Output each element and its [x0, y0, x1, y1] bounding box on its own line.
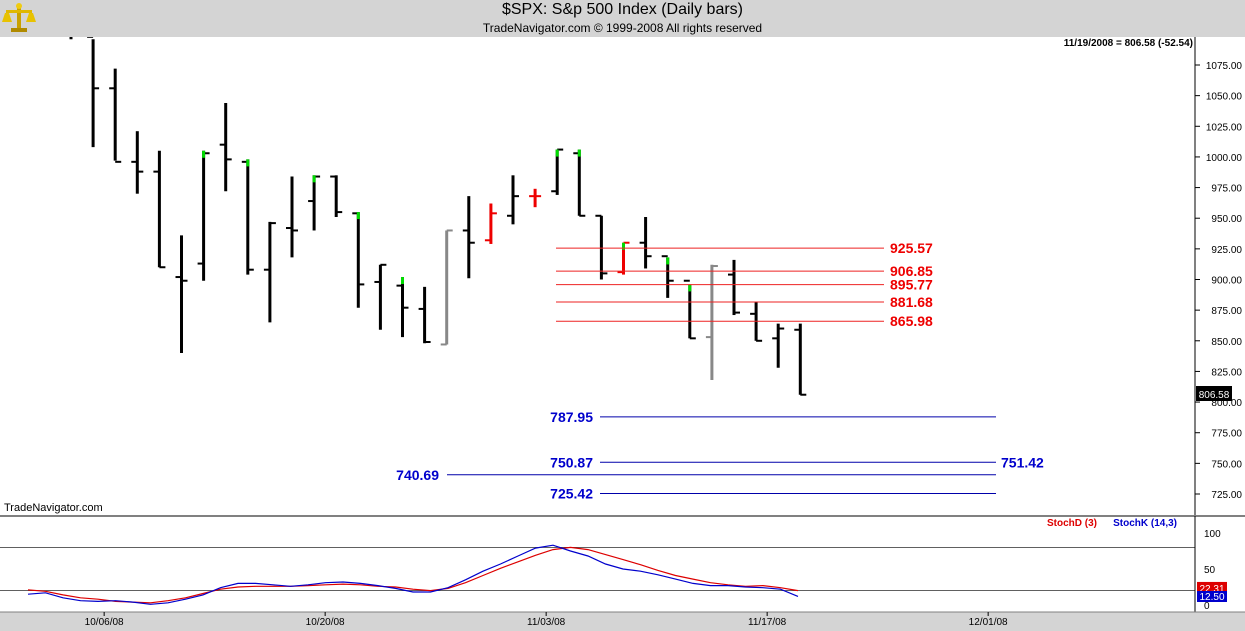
ohlc-bar	[440, 229, 453, 346]
ohlc-bar	[69, 37, 73, 40]
ohlc-bar	[529, 188, 542, 208]
y-tick-label: 1025.00	[1206, 122, 1243, 133]
chart-header: $SPX: S&p 500 Index (Daily bars) TradeNa…	[0, 0, 1245, 37]
ohlc-bar	[374, 263, 387, 330]
legend-stochd: StochD (3)	[1047, 518, 1097, 529]
x-tick-label: 10/20/08	[306, 617, 345, 628]
resistance-label: 906.85	[890, 263, 933, 279]
stoch-tick-label: 50	[1204, 565, 1216, 576]
last-price-label: 806.58	[1199, 390, 1230, 401]
y-tick-label: 975.00	[1211, 184, 1242, 195]
ohlc-bar	[308, 175, 321, 231]
y-tick-label: 1050.00	[1206, 92, 1243, 103]
ohlc-bar	[418, 286, 431, 344]
ohlc-bar	[507, 175, 519, 225]
y-tick-label: 725.00	[1211, 490, 1242, 501]
y-tick-label: 800.00	[1211, 398, 1242, 409]
ohlc-bar	[153, 150, 166, 269]
x-tick-label: 11/03/08	[527, 617, 566, 628]
ohlc-bar	[484, 203, 497, 244]
ohlc-bar	[728, 259, 740, 316]
legend-stochk: StochK (14,3)	[1113, 518, 1177, 529]
stoch-series-line	[27, 546, 799, 604]
ohlc-bar	[175, 235, 188, 354]
ohlc-bar	[705, 264, 718, 381]
y-tick-label: 825.00	[1211, 367, 1242, 378]
stochd-last-label: 22.31	[1199, 584, 1224, 595]
support-label: 750.87	[550, 454, 593, 470]
ohlc-bar	[241, 159, 254, 275]
x-tick-label: 10/06/08	[85, 617, 124, 628]
y-tick-label: 750.00	[1211, 459, 1242, 470]
stoch-series-line	[27, 544, 799, 605]
ohlc-bar	[551, 148, 564, 195]
stoch-tick-label: 0	[1204, 601, 1210, 612]
ohlc-bar	[109, 68, 122, 163]
support-label: 725.42	[550, 485, 593, 501]
price-readout: 11/19/2008 = 806.58 (-52.54)	[1064, 38, 1193, 49]
stochk-last-label: 12.50	[1199, 592, 1224, 603]
ohlc-bar	[683, 279, 696, 340]
ohlc-bar	[396, 277, 409, 338]
date-axis	[0, 612, 1245, 631]
y-tick-label: 1075.00	[1206, 61, 1243, 72]
y-tick-label: 925.00	[1211, 245, 1242, 256]
ohlc-bar	[87, 37, 100, 148]
resistance-label: 925.57	[890, 240, 933, 256]
resistance-label: 881.68	[890, 294, 933, 310]
y-tick-label: 900.00	[1211, 276, 1242, 287]
y-tick-label: 950.00	[1211, 214, 1242, 225]
ohlc-bar	[131, 131, 144, 194]
y-tick-label: 775.00	[1211, 429, 1242, 440]
chart-copyright: TradeNavigator.com © 1999-2008 All right…	[482, 21, 763, 35]
watermark-label: TradeNavigator.com	[4, 502, 103, 514]
ohlc-bar	[462, 196, 475, 279]
price-panel	[0, 37, 1195, 516]
ohlc-bar	[263, 221, 276, 323]
y-tick-label: 1000.00	[1206, 153, 1243, 164]
resistance-label: 895.77	[890, 277, 933, 293]
x-tick-label: 12/01/08	[969, 617, 1008, 628]
ohlc-bar	[286, 176, 298, 258]
y-tick-label: 850.00	[1211, 337, 1242, 348]
ohlc-bar	[197, 150, 210, 281]
ohlc-bar	[794, 323, 807, 396]
ohlc-bar	[595, 214, 608, 280]
gold-scale-logo-icon	[2, 3, 36, 32]
x-tick-label: 11/17/08	[748, 617, 787, 628]
ohlc-bar	[639, 216, 652, 269]
chart-title: $SPX: S&p 500 Index (Daily bars)	[501, 1, 743, 18]
y-tick-label: 875.00	[1211, 306, 1242, 317]
stoch-panel	[0, 516, 1195, 612]
support-label: 740.69	[396, 467, 439, 483]
last-price-box	[1196, 386, 1232, 402]
stoch-tick-label: 100	[1204, 529, 1221, 540]
ohlc-bar	[661, 255, 674, 298]
ohlc-bar	[330, 175, 343, 217]
resistance-label: 865.98	[890, 313, 933, 329]
price-axis	[1195, 37, 1245, 516]
ohlc-bar	[352, 212, 365, 308]
stochd-last-box	[1197, 581, 1227, 594]
support-label-right: 751.42	[1001, 454, 1044, 470]
stochk-last-box	[1197, 591, 1227, 602]
support-label: 787.95	[550, 409, 593, 425]
ohlc-bar	[573, 149, 586, 217]
ohlc-bar	[772, 323, 785, 368]
ohlc-bar	[219, 102, 232, 192]
